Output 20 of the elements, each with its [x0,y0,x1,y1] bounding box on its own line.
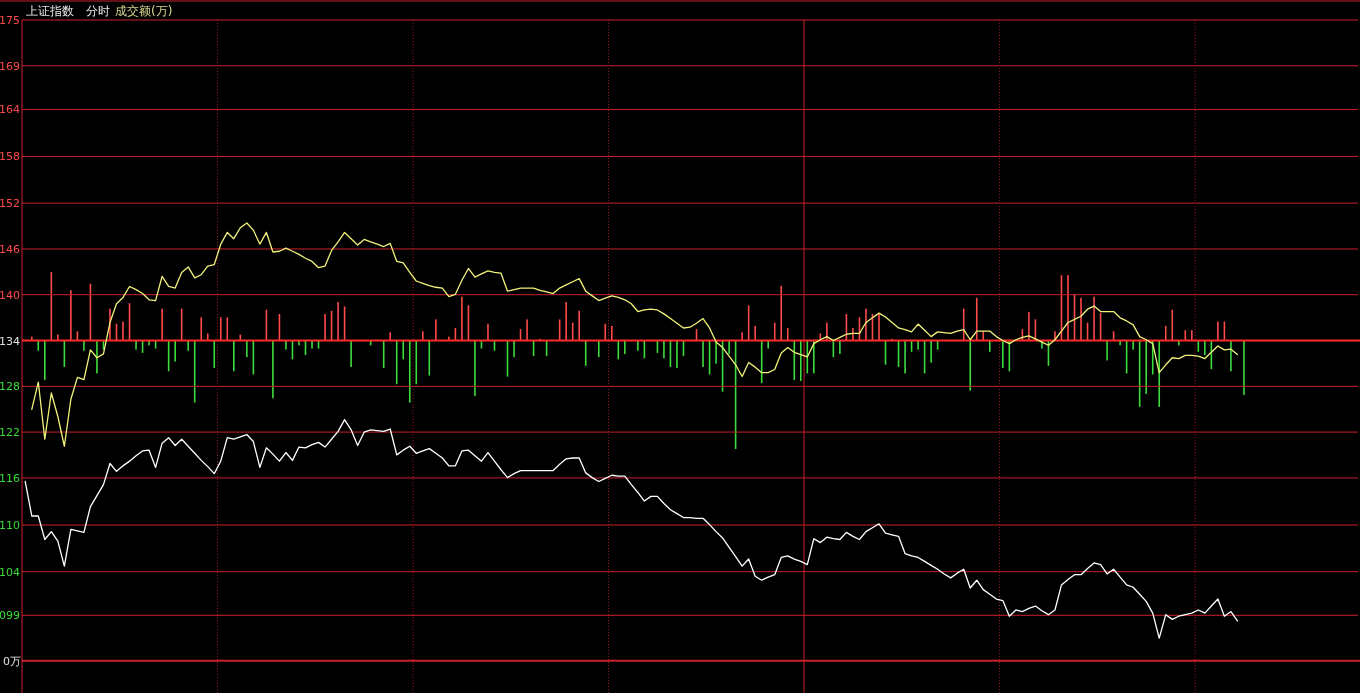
y-tick-label: 116 [0,471,20,485]
y-tick-label: 122 [0,426,20,440]
y-tick-label: 152 [0,197,20,211]
chart-title: 上证指数 [26,4,74,18]
ref-line-label: 0万 [3,654,21,668]
y-tick-label: 128 [0,380,20,394]
text: 成交额(万) [115,4,173,18]
y-tick-label: 175 [0,14,20,27]
line-series [31,222,1239,447]
y-tick-label: 099 [0,609,20,623]
y-tick-label: 140 [0,288,20,302]
line-series [24,418,1239,639]
y-tick-label: 146 [0,242,20,256]
y-tick-label: 134 [0,334,20,348]
y-tick-label: 158 [0,150,20,164]
y-tick-label: 110 [0,518,20,532]
y-tick-label: 104 [0,565,20,579]
y-tick-label: 164 [0,103,20,117]
y-tick-label: 169 [0,59,20,73]
chart-subtitle: 分时 [86,4,110,18]
